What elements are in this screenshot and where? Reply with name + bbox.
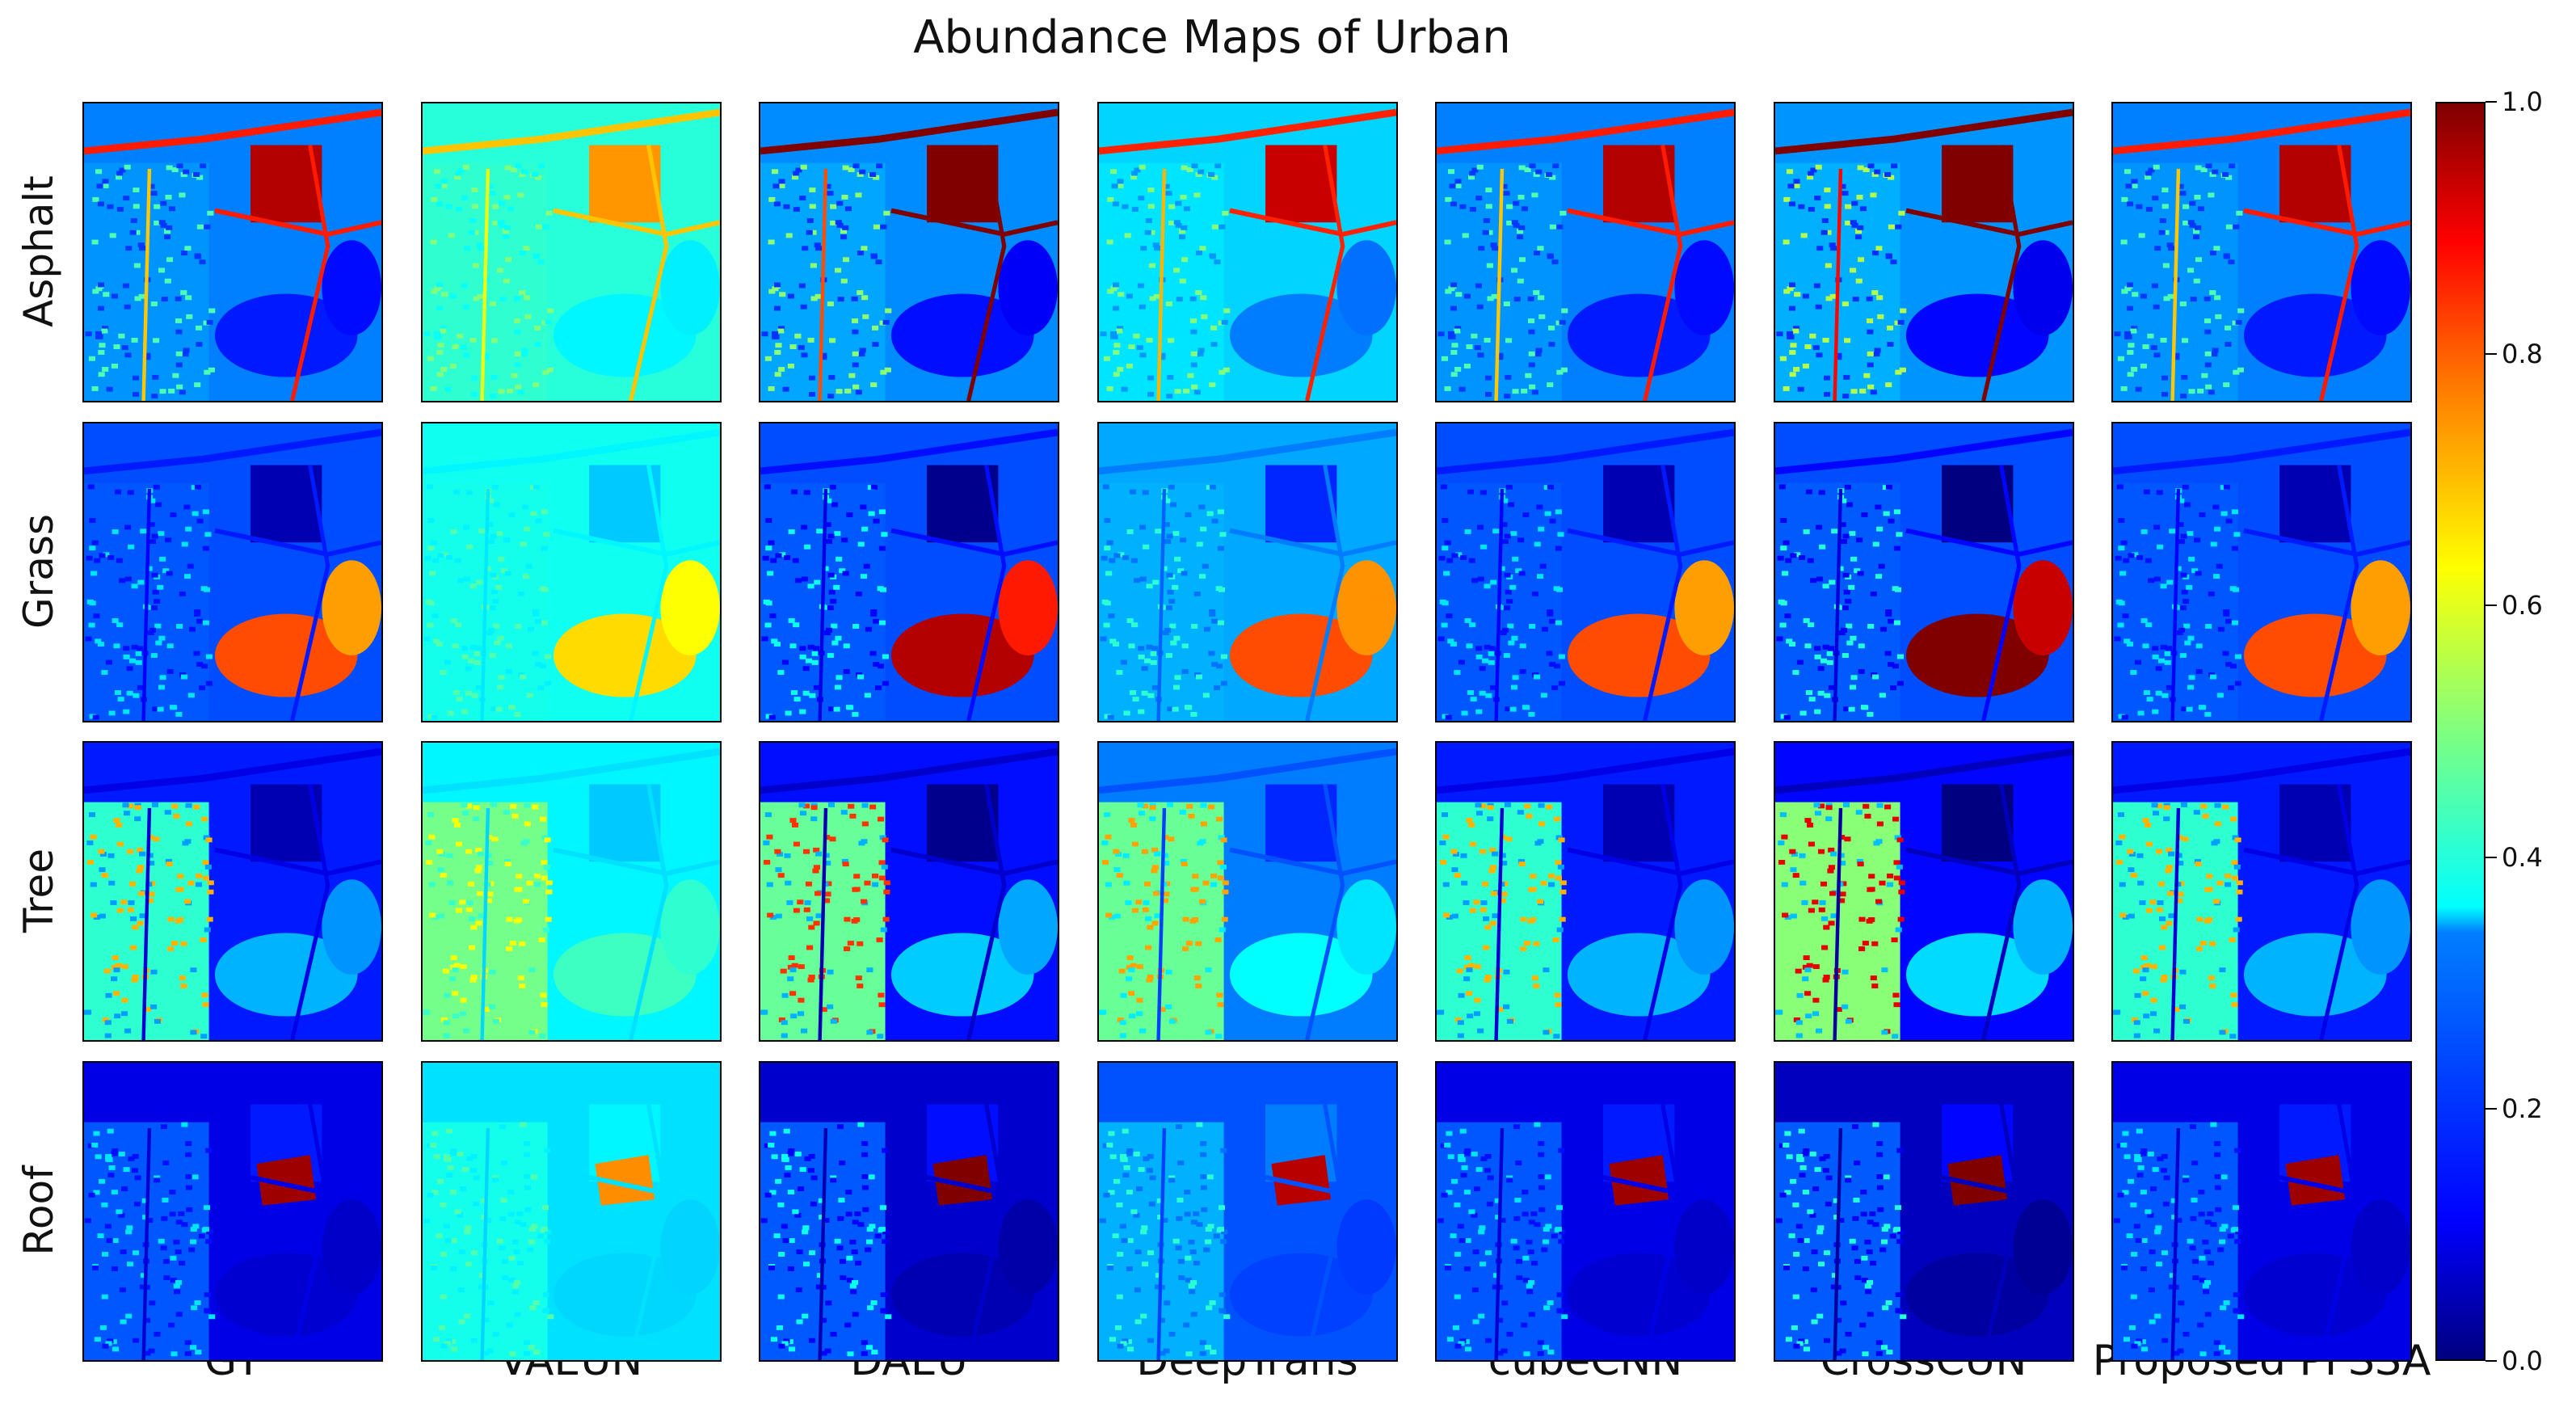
- map-canvas: [84, 423, 381, 721]
- colorbar-tick: [2486, 352, 2497, 355]
- abundance-map-tree-vaeun: [420, 741, 722, 1042]
- abundance-map-grass-crosscun: [1773, 421, 2074, 722]
- colorbar-tick-label: 0.0: [2502, 1346, 2543, 1376]
- abundance-map-grass-gt: [82, 421, 383, 722]
- map-canvas: [84, 1062, 381, 1360]
- map-canvas: [1774, 423, 2073, 721]
- map-canvas: [1774, 103, 2073, 401]
- colorbar-tick-label: 1.0: [2502, 86, 2543, 117]
- abundance-map-asphalt-crosscun: [1773, 102, 2074, 402]
- map-canvas: [1098, 103, 1396, 401]
- map-canvas: [1098, 1062, 1396, 1360]
- colorbar-tick-label: 0.2: [2502, 1093, 2543, 1125]
- map-canvas: [2113, 743, 2410, 1040]
- colorbar-tick: [2486, 604, 2497, 607]
- map-canvas: [1437, 1062, 1734, 1360]
- map-canvas: [1774, 1062, 2073, 1360]
- map-canvas: [1437, 103, 1734, 401]
- colorbar-tick: [2486, 1108, 2497, 1110]
- abundance-map-roof-deeptrans: [1096, 1060, 1398, 1362]
- abundance-map-roof-gt: [82, 1060, 383, 1362]
- map-canvas: [1437, 743, 1734, 1040]
- abundance-map-tree-gt: [82, 741, 383, 1042]
- map-canvas: [1774, 743, 2073, 1040]
- abundance-map-tree-crosscun: [1773, 741, 2074, 1042]
- abundance-map-roof-cubecnn: [1435, 1060, 1736, 1362]
- map-canvas: [1437, 423, 1734, 721]
- abundance-map-tree-deeptrans: [1096, 741, 1398, 1042]
- map-canvas: [422, 1062, 720, 1360]
- map-canvas: [84, 103, 381, 401]
- row-label-roof: Roof: [15, 1165, 62, 1256]
- map-canvas: [422, 423, 720, 721]
- abundance-map-grass-proposed-pfssa: [2111, 421, 2412, 722]
- abundance-map-roof-vaeun: [420, 1060, 722, 1362]
- map-canvas: [1098, 743, 1396, 1040]
- abundance-map-asphalt-cubecnn: [1435, 102, 1736, 402]
- abundance-map-tree-daeu: [759, 741, 1059, 1042]
- colorbar-tick: [2486, 856, 2497, 858]
- colorbar-tick: [2486, 101, 2497, 103]
- colorbar: [2435, 102, 2486, 1361]
- colorbar-tick-label: 0.4: [2502, 841, 2543, 873]
- map-canvas: [422, 743, 720, 1040]
- abundance-map-asphalt-vaeun: [420, 102, 722, 402]
- map-canvas: [760, 423, 1058, 721]
- row-label-tree: Tree: [15, 848, 62, 933]
- abundance-map-grass-deeptrans: [1096, 421, 1398, 722]
- abundance-map-roof-daeu: [759, 1060, 1059, 1362]
- abundance-map-asphalt-gt: [82, 102, 383, 402]
- abundance-map-grass-vaeun: [420, 421, 722, 722]
- chart-title: Abundance Maps of Urban: [913, 11, 1511, 64]
- colorbar-tick-label: 0.6: [2502, 590, 2543, 621]
- abundance-map-asphalt-deeptrans: [1096, 102, 1398, 402]
- map-canvas: [2113, 1062, 2410, 1360]
- abundance-map-tree-proposed-pfssa: [2111, 741, 2412, 1042]
- map-canvas: [84, 743, 381, 1040]
- abundance-map-grass-cubecnn: [1435, 421, 1736, 722]
- abundance-map-tree-cubecnn: [1435, 741, 1736, 1042]
- map-canvas: [1098, 423, 1396, 721]
- row-label-asphalt: Asphalt: [15, 175, 62, 327]
- abundance-map-asphalt-proposed-pfssa: [2111, 102, 2412, 402]
- map-canvas: [422, 103, 720, 401]
- abundance-map-roof-crosscun: [1773, 1060, 2074, 1362]
- abundance-map-asphalt-daeu: [759, 102, 1059, 402]
- row-label-grass: Grass: [15, 513, 62, 629]
- colorbar-tick: [2486, 1360, 2497, 1362]
- colorbar-tick-label: 0.8: [2502, 338, 2543, 369]
- abundance-map-grass-daeu: [759, 421, 1059, 722]
- map-canvas: [760, 743, 1058, 1040]
- abundance-map-roof-proposed-pfssa: [2111, 1060, 2412, 1362]
- map-canvas: [2113, 103, 2410, 401]
- map-canvas: [2113, 423, 2410, 721]
- map-canvas: [760, 1062, 1058, 1360]
- map-canvas: [760, 103, 1058, 401]
